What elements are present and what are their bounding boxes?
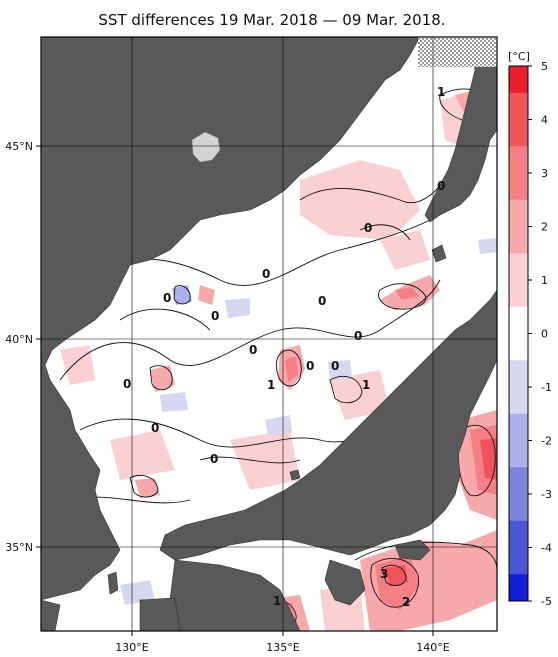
colorbar-tick-label: 4 <box>541 114 548 127</box>
kyushu <box>139 597 181 631</box>
contour-label: 0 <box>151 421 159 435</box>
colorbar-tick-label: -5 <box>541 595 552 608</box>
colorbar-swatch <box>509 520 528 548</box>
colorbar-swatch <box>509 413 528 441</box>
colorbar-swatch <box>509 146 528 174</box>
contour-label: 0 <box>306 359 314 373</box>
colorbar-tick-label: 1 <box>541 274 548 287</box>
graticule <box>41 37 497 631</box>
kii-peninsula <box>324 559 366 606</box>
colorbar-tick-label: -4 <box>541 542 552 555</box>
lat-label-35: 35°N <box>5 541 33 554</box>
colorbar-swatch <box>509 360 528 388</box>
contour-label: 0 <box>354 329 362 343</box>
colorbar-tick-label: 5 <box>541 60 548 73</box>
contour-label: 0 <box>163 291 171 305</box>
contour-label: 0 <box>318 294 326 308</box>
colorbar-swatch <box>509 574 528 602</box>
colorbar-swatch <box>509 66 528 94</box>
contour-label: 1 <box>267 378 275 392</box>
lon-label-130: 130°E <box>115 641 148 654</box>
lon-label-140: 140°E <box>416 641 449 654</box>
hokkaido <box>424 37 497 223</box>
contour-label: 0 <box>211 309 219 323</box>
contour-label-group: 1 0 0 0 0 0 0 0 0 0 0 0 1 1 0 0 3 2 1 <box>123 85 445 609</box>
colorbar-swatch <box>509 387 528 415</box>
honshu <box>159 289 497 561</box>
axis-ticks <box>36 145 434 636</box>
cool-anomaly-patches <box>120 238 497 605</box>
colorbar-swatch <box>509 119 528 147</box>
colorbar-swatch <box>509 494 528 522</box>
contour-label: 0 <box>210 452 218 466</box>
contour-label: 0 <box>249 343 257 357</box>
map-frame <box>40 36 498 632</box>
contour-label: 1 <box>437 85 445 99</box>
colorbar-unit: [°C] <box>508 50 530 63</box>
colorbar-tick-label: 2 <box>541 221 548 234</box>
contour-label: 2 <box>402 595 410 609</box>
lake-khanka <box>191 131 221 163</box>
colorbar: [°C] 5 4 3 2 1 0 -1 -2 -3 -4 -5 <box>508 50 552 608</box>
colorbar-swatch <box>509 199 528 227</box>
colorbar-tick-labels: 5 4 3 2 1 0 -1 -2 -3 -4 -5 <box>528 60 552 608</box>
colorbar-swatch <box>509 173 528 201</box>
contour-label: 0 <box>437 179 445 193</box>
colorbar-swatch <box>509 92 528 120</box>
tsushima-island <box>107 571 119 595</box>
map-area <box>41 37 497 631</box>
no-data-region <box>418 37 497 67</box>
land-masses <box>41 37 497 631</box>
lat-label-40: 40°N <box>5 333 33 346</box>
colorbar-tick-label: -2 <box>541 435 552 448</box>
colorbar-swatch <box>509 440 528 468</box>
colorbar-tick-label: -1 <box>541 381 552 394</box>
contour-label: 0 <box>331 359 339 373</box>
asian-mainland <box>41 37 421 601</box>
colorbar-swatches <box>509 66 528 602</box>
colorbar-swatch <box>509 467 528 495</box>
korea-south-tip <box>41 599 61 631</box>
lon-label-135: 135°E <box>266 641 299 654</box>
colorbar-tick-label: -3 <box>541 488 552 501</box>
sado-island <box>431 244 447 263</box>
contour-label: 0 <box>262 267 270 281</box>
colorbar-swatch <box>509 226 528 254</box>
contour-label: 0 <box>123 377 131 391</box>
colorbar-tick-label: 0 <box>541 328 548 341</box>
colorbar-swatch <box>509 253 528 281</box>
contour-label: 1 <box>362 378 370 392</box>
contour-label: 1 <box>273 594 281 608</box>
contour-label: 3 <box>380 567 388 581</box>
oki-islands <box>289 469 301 481</box>
colorbar-swatch <box>509 333 528 361</box>
map-title: SST differences 19 Mar. 2018 — 09 Mar. 2… <box>98 11 445 29</box>
lat-label-45: 45°N <box>5 140 33 153</box>
colorbar-swatch <box>509 306 528 334</box>
izu-peninsula <box>394 539 431 561</box>
colorbar-swatch <box>509 547 528 575</box>
colorbar-tick-label: 3 <box>541 167 548 180</box>
contour-label: 0 <box>364 221 372 235</box>
colorbar-swatch <box>509 280 528 308</box>
